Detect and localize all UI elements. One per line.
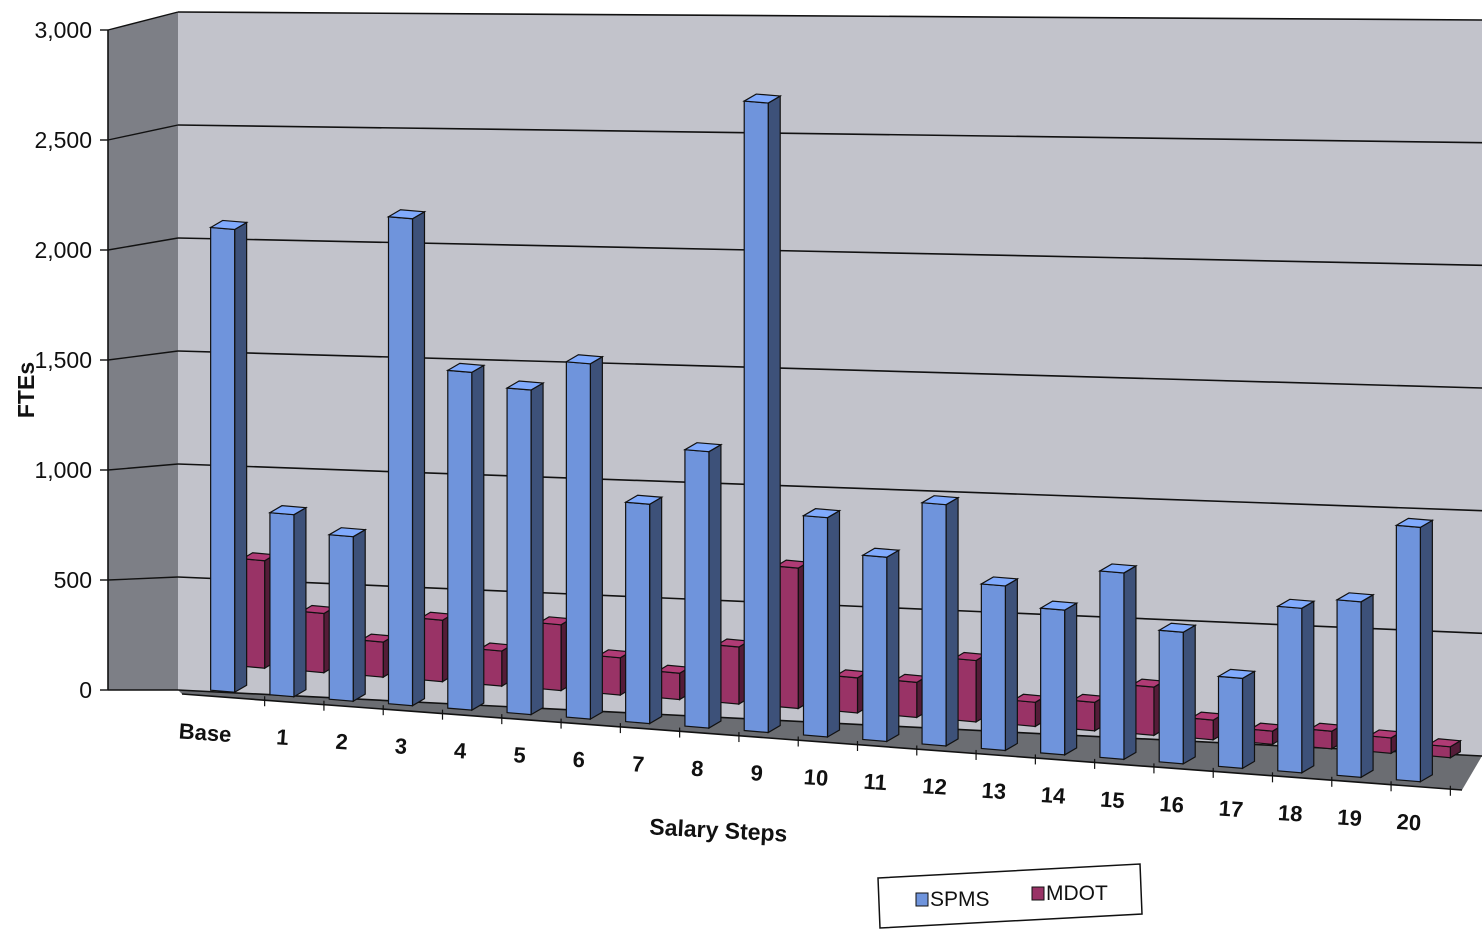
back-wall (178, 12, 1482, 756)
y-tick-label: 1,500 (34, 347, 92, 373)
spms-bar (1275, 598, 1316, 774)
chart-walls (108, 12, 1482, 790)
x-tick-label: 13 (981, 778, 1007, 805)
x-tick-label: 15 (1099, 787, 1125, 814)
x-tick-label: 19 (1337, 804, 1363, 831)
spms-bar (1216, 668, 1257, 770)
spms-bar (327, 527, 368, 703)
spms-bar (1335, 592, 1376, 779)
legend: SPMS MDOT (877, 863, 1143, 929)
x-tick-label: 4 (453, 738, 468, 764)
x-tick-label: Base (178, 718, 232, 747)
x-tick-label: 16 (1159, 791, 1185, 818)
axes (100, 29, 1463, 796)
gridline (177, 11, 1482, 21)
spms-bar (979, 576, 1020, 752)
mdot-bar (1426, 738, 1463, 759)
side-wall (108, 12, 178, 690)
spms-bar (1394, 517, 1435, 783)
legend-box (877, 863, 1143, 929)
spms-bar (505, 380, 546, 716)
x-tick-label: 7 (631, 751, 645, 777)
x-tick-label: 20 (1396, 809, 1422, 836)
gridline-side (107, 350, 179, 361)
x-tick-label: 5 (513, 742, 527, 768)
legend-label-mdot: MDOT (1046, 882, 1108, 905)
x-tick-label: 10 (803, 764, 829, 791)
spms-bar (386, 209, 427, 707)
spms-bar (682, 442, 723, 730)
x-tick-label: 14 (1040, 782, 1067, 809)
y-tick-label: 2,500 (34, 127, 92, 153)
gridline-side (107, 237, 179, 251)
y-tick-label: 2,000 (34, 237, 92, 263)
spms-bar (920, 495, 961, 747)
y-tick-label: 3,000 (34, 17, 92, 43)
y-tick-label: 0 (79, 677, 92, 703)
spms-bar (1038, 600, 1079, 756)
legend-label-spms: SPMS (930, 888, 990, 911)
spms-bar (267, 505, 308, 698)
x-axis-line (181, 693, 1463, 791)
spms-bar (801, 508, 842, 739)
y-tick-label: 500 (54, 567, 92, 593)
x-tick-label: 1 (275, 724, 289, 750)
spms-bar (564, 354, 605, 721)
x-tick-label: 17 (1218, 796, 1244, 823)
x-tick-label: 9 (750, 760, 764, 786)
x-tick-label: 2 (335, 729, 349, 755)
x-tick-label: 12 (922, 773, 948, 800)
spms-bar (742, 93, 783, 734)
legend-swatch-spms (915, 892, 929, 907)
gridline-side (107, 11, 179, 31)
spms-bar (445, 362, 486, 712)
y-tick-label: 1,000 (34, 457, 92, 483)
gridline-side (107, 124, 179, 141)
spms-bar (623, 494, 664, 725)
spms-bar (208, 219, 249, 694)
spms-bar (860, 547, 901, 743)
spms-bar (1097, 563, 1138, 761)
x-tick-label: 6 (572, 747, 586, 773)
floor (178, 690, 1482, 790)
x-tick-label: 3 (394, 733, 408, 759)
gridline (177, 124, 1482, 144)
spms-bars (208, 93, 1435, 783)
x-tick-label: 11 (863, 769, 888, 796)
x-axis-title: Salary Steps (649, 813, 788, 846)
y-axis-title: FTEs (13, 362, 39, 418)
x-tick-label: 8 (690, 756, 704, 782)
legend-swatch-mdot (1031, 886, 1045, 901)
x-tick-label: 18 (1277, 800, 1303, 827)
spms-bar (1157, 622, 1198, 765)
mdot-bar (359, 633, 396, 679)
gridline-side (107, 463, 179, 471)
gridline-side (107, 576, 179, 581)
